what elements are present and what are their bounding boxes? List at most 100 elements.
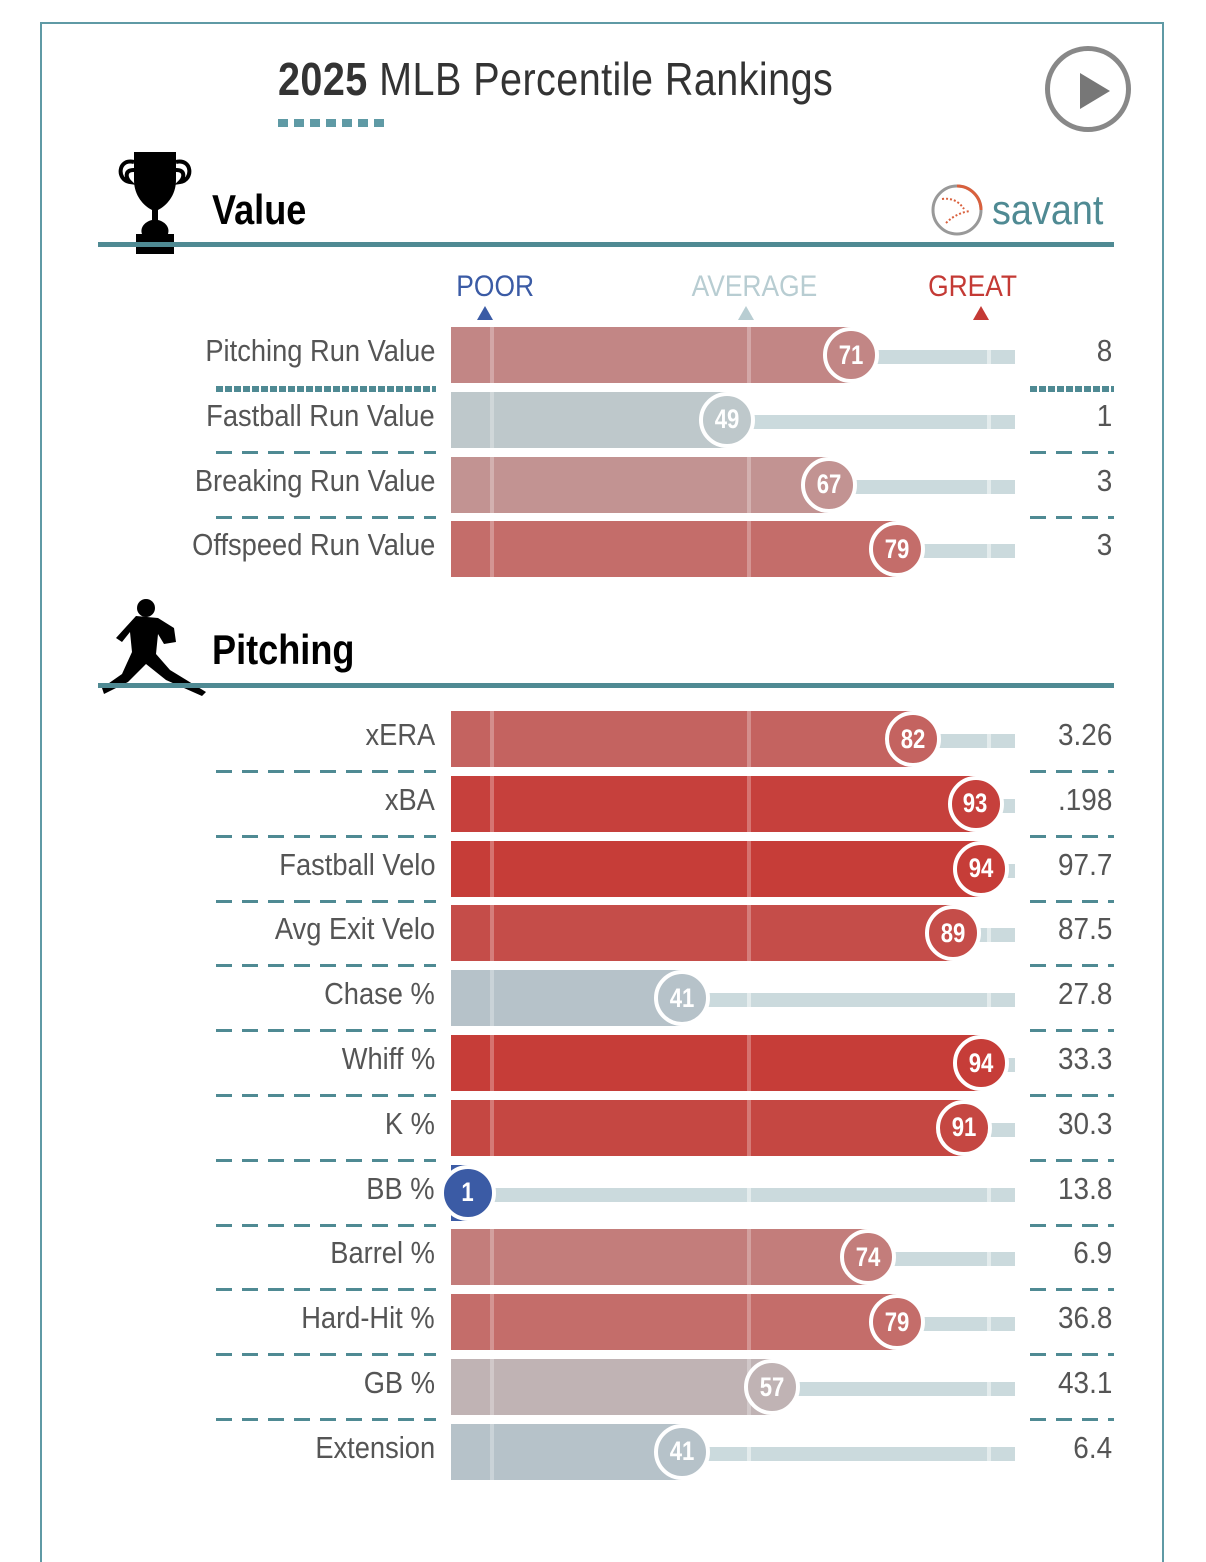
- savant-logo: savant: [930, 183, 1116, 237]
- percentile-row: Avg Exit Velo 89 87.5: [0, 905, 1206, 965]
- row-separator: [216, 450, 436, 454]
- row-separator: [216, 1029, 436, 1033]
- percentile-bar: [451, 456, 829, 513]
- percentile-bar: [451, 775, 976, 832]
- metric-value: .198: [1057, 781, 1112, 817]
- track-tick: [986, 1382, 991, 1396]
- row-separator: [1030, 1094, 1114, 1097]
- percentile-row: Extension 41 6.4: [0, 1423, 1206, 1484]
- bar-gridline: [747, 1035, 752, 1091]
- pitcher-icon: [102, 599, 206, 696]
- percentile-value: 79: [884, 533, 909, 564]
- track-tick: [747, 1187, 752, 1202]
- metric-label: Offspeed Run Value: [191, 527, 435, 563]
- metric-label: Barrel %: [330, 1235, 435, 1271]
- row-separator: [1030, 1288, 1114, 1292]
- title-year: 2025: [278, 53, 368, 105]
- percentile-bubble[interactable]: 41: [654, 1423, 711, 1480]
- percentile-value: 67: [816, 469, 842, 500]
- row-separator: [216, 1418, 436, 1421]
- card-frame: [40, 22, 1164, 1562]
- metric-label: Chase %: [324, 976, 435, 1012]
- percentile-bar: [451, 1035, 982, 1091]
- percentile-bar: [451, 1294, 897, 1351]
- row-separator: [1030, 1158, 1114, 1162]
- percentile-value: 57: [760, 1371, 785, 1402]
- bar-gridline: [747, 905, 752, 962]
- percentile-bubble[interactable]: 79: [868, 521, 925, 578]
- metric-label: Pitching Run Value: [204, 333, 435, 368]
- title-underline: [278, 119, 388, 127]
- percentile-value: 79: [884, 1306, 909, 1337]
- metric-label: Fastball Velo: [278, 846, 435, 882]
- percentile-row: xERA 82 3.26: [0, 711, 1206, 771]
- scale-label-great: GREAT: [928, 270, 1018, 303]
- percentile-bubble[interactable]: 82: [885, 711, 942, 767]
- metric-value: 30.3: [1057, 1105, 1112, 1141]
- bar-gridline: [747, 1229, 752, 1286]
- bar-gridline: [747, 456, 752, 513]
- metric-label: K %: [384, 1105, 435, 1141]
- percentile-bubble[interactable]: 57: [744, 1359, 801, 1415]
- percentile-value: 91: [951, 1112, 977, 1143]
- percentile-row: xBA 93 .198: [0, 775, 1206, 836]
- metric-value: 13.8: [1057, 1170, 1112, 1206]
- percentile-row: GB % 57 43.1: [0, 1359, 1206, 1419]
- row-separator: [1030, 834, 1114, 838]
- metric-label: BB %: [366, 1170, 435, 1206]
- percentile-value: 1: [461, 1177, 475, 1208]
- percentile-row: Hard-Hit % 79 36.8: [0, 1294, 1206, 1354]
- percentile-bubble[interactable]: 93: [947, 775, 1004, 832]
- track-tick: [986, 1317, 991, 1332]
- row-separator: [216, 1158, 436, 1162]
- row-separator: [216, 770, 436, 773]
- metric-label: Hard-Hit %: [301, 1300, 435, 1336]
- percentile-bubble[interactable]: 1: [439, 1164, 496, 1221]
- percentile-bubble[interactable]: 41: [654, 970, 711, 1027]
- bar-gridline: [747, 1294, 752, 1351]
- metric-value: 43.1: [1057, 1365, 1112, 1400]
- percentile-value: 71: [839, 339, 864, 370]
- metric-value: 3: [1096, 462, 1112, 498]
- metric-value: 3.26: [1057, 717, 1112, 752]
- percentile-bubble[interactable]: 79: [868, 1294, 925, 1351]
- percentile-bubble[interactable]: 94: [953, 840, 1010, 897]
- percentile-bar: [451, 521, 897, 578]
- bar-gridline: [490, 1229, 495, 1286]
- row-separator: [1030, 1029, 1114, 1033]
- percentile-value: 89: [940, 917, 966, 948]
- track-tick: [986, 1446, 991, 1461]
- bar-gridline: [490, 1035, 495, 1091]
- percentile-row: Fastball Velo 94 97.7: [0, 840, 1206, 901]
- percentile-bubble[interactable]: 49: [699, 391, 756, 448]
- play-button[interactable]: [1045, 46, 1131, 132]
- metric-value: 3: [1096, 527, 1112, 563]
- track-tick: [986, 1252, 991, 1267]
- bar-gridline: [490, 1423, 495, 1480]
- bar-gridline: [490, 521, 495, 578]
- bar-gridline: [490, 327, 495, 383]
- track-tick: [986, 479, 991, 494]
- percentile-bubble[interactable]: 91: [936, 1099, 993, 1156]
- percentile-bubble[interactable]: 94: [953, 1035, 1010, 1091]
- percentile-row: Barrel % 74 6.9: [0, 1229, 1206, 1289]
- row-separator: [216, 1223, 436, 1227]
- percentile-row: BB % 1 13.8: [0, 1164, 1206, 1225]
- track-tick: [986, 734, 991, 748]
- bar-gridline: [747, 840, 752, 897]
- row-separator: [216, 515, 436, 519]
- percentile-bubble[interactable]: 74: [840, 1229, 897, 1286]
- row-separator: [216, 1094, 436, 1097]
- metric-label: Fastball Run Value: [206, 397, 435, 433]
- section-title-pitching: Pitching: [212, 626, 355, 673]
- bar-gridline: [490, 970, 495, 1027]
- percentile-bubble[interactable]: 67: [800, 456, 857, 513]
- percentile-value: 94: [968, 1047, 994, 1078]
- row-separator: [1030, 899, 1114, 903]
- percentile-row: Breaking Run Value 67 3: [0, 456, 1206, 517]
- percentile-bubble[interactable]: 71: [823, 327, 880, 383]
- percentile-bubble[interactable]: 89: [924, 905, 981, 962]
- metric-value: 6.9: [1073, 1235, 1112, 1271]
- percentile-value: 93: [963, 788, 988, 819]
- track-tick: [986, 544, 991, 559]
